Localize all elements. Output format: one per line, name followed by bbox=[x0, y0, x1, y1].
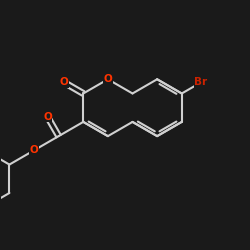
Text: O: O bbox=[104, 74, 112, 84]
Text: O: O bbox=[43, 112, 52, 122]
Text: O: O bbox=[30, 145, 38, 155]
Text: O: O bbox=[60, 77, 68, 87]
Text: Br: Br bbox=[194, 77, 207, 87]
